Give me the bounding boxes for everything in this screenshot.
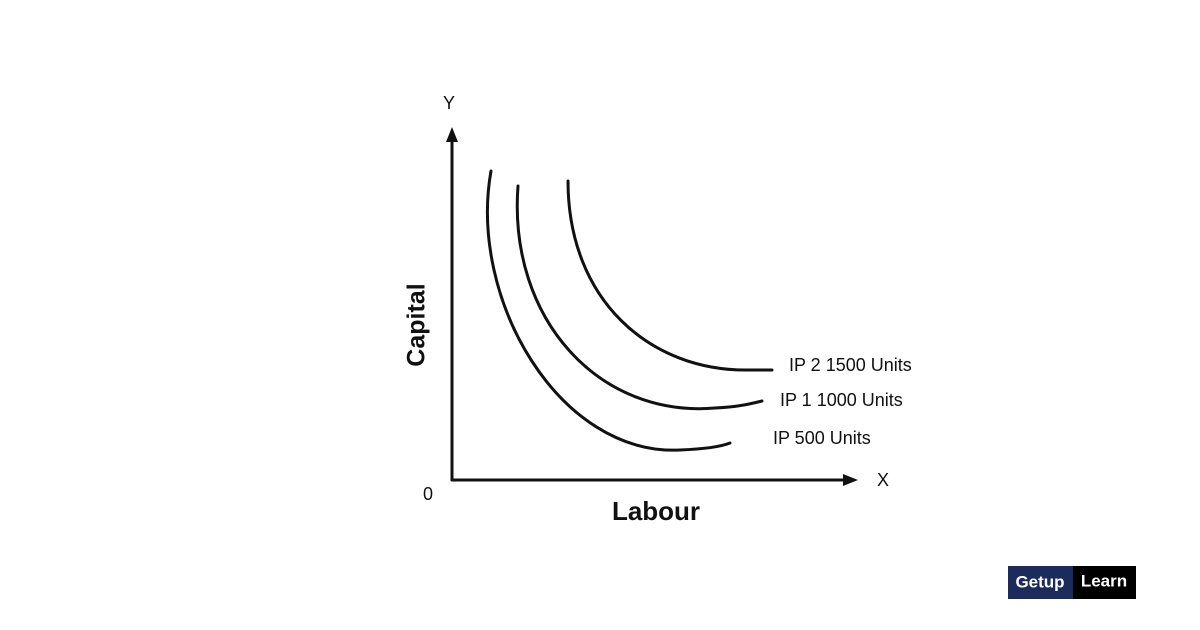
y-arrow	[446, 127, 458, 142]
x-axis-title: Labour	[612, 496, 700, 526]
curve-label: IP 500 Units	[773, 428, 871, 448]
isoquant-curve	[566, 179, 774, 372]
logo-left-box	[1008, 566, 1073, 599]
logo: Getup Learn	[1008, 566, 1136, 599]
curve-label: IP 2 1500 Units	[789, 355, 912, 375]
isoquant-curve	[485, 169, 732, 452]
curve-label: IP 1 1000 Units	[780, 390, 903, 410]
y-axis-letter: Y	[443, 93, 455, 113]
logo-right-box	[1073, 566, 1136, 599]
logo-left-text: Getup	[1015, 572, 1064, 591]
logo-right-text: Learn	[1081, 571, 1127, 590]
x-axis-letter: X	[877, 470, 889, 490]
y-axis-title: Capital	[403, 283, 431, 366]
isoquant-curve	[515, 184, 764, 411]
x-arrow	[843, 474, 858, 486]
origin-label: 0	[423, 484, 433, 504]
